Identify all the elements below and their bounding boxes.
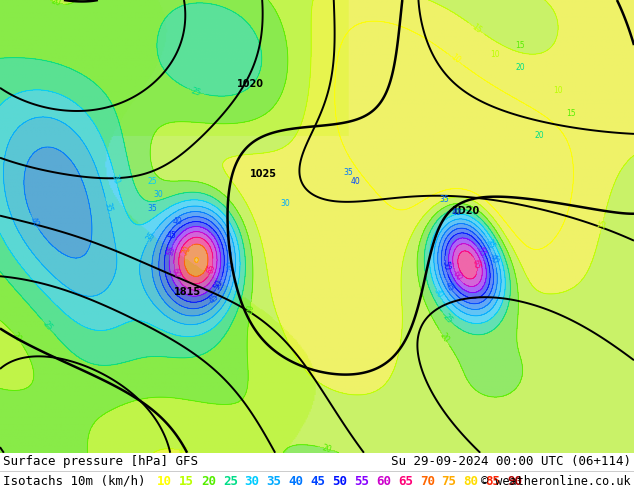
Text: 30: 30 [110, 173, 121, 185]
Text: 40: 40 [172, 218, 183, 226]
Text: 10: 10 [449, 53, 462, 66]
Text: 45: 45 [166, 231, 176, 240]
Text: 25: 25 [190, 86, 202, 98]
Text: 1D20: 1D20 [452, 205, 480, 216]
Text: 35: 35 [147, 204, 157, 213]
Text: 45: 45 [207, 292, 221, 305]
Text: 30: 30 [432, 287, 444, 300]
Text: 20: 20 [50, 0, 62, 8]
Text: 20: 20 [515, 63, 525, 73]
Text: 50: 50 [440, 260, 451, 271]
Text: 20: 20 [438, 331, 451, 344]
Text: 20: 20 [321, 443, 333, 454]
Text: Isotachs 10m (km/h): Isotachs 10m (km/h) [3, 474, 153, 488]
Text: 40: 40 [350, 176, 360, 186]
Text: 25: 25 [223, 474, 238, 488]
Text: 90: 90 [507, 474, 522, 488]
Text: © weatheronline.co.uk: © weatheronline.co.uk [481, 474, 631, 488]
Text: 55: 55 [474, 246, 487, 259]
Text: 35: 35 [102, 201, 113, 213]
Text: 10: 10 [157, 474, 172, 488]
Text: 15: 15 [566, 109, 576, 118]
Text: 45: 45 [310, 474, 325, 488]
Text: 70: 70 [181, 245, 193, 257]
Text: 20: 20 [245, 303, 256, 314]
Text: 30: 30 [280, 199, 290, 208]
Text: 25: 25 [41, 320, 55, 333]
Text: 15: 15 [515, 41, 525, 50]
Text: 15: 15 [470, 22, 483, 35]
Text: 25: 25 [441, 312, 455, 325]
Text: 60: 60 [451, 270, 463, 283]
Text: 35: 35 [266, 474, 281, 488]
Text: 50: 50 [212, 278, 225, 291]
Text: 25: 25 [147, 176, 157, 186]
Text: 55: 55 [165, 245, 177, 256]
Text: 70: 70 [420, 474, 435, 488]
Text: 65: 65 [471, 259, 482, 270]
Text: 55: 55 [354, 474, 369, 488]
Text: 30: 30 [245, 474, 260, 488]
Text: 20: 20 [10, 331, 23, 344]
Text: 75: 75 [441, 474, 456, 488]
Text: 40: 40 [488, 252, 500, 265]
Text: 10: 10 [489, 50, 500, 59]
Text: 35: 35 [439, 195, 449, 204]
Text: 65: 65 [398, 474, 413, 488]
Text: 35: 35 [145, 230, 158, 243]
Text: 40: 40 [227, 260, 236, 270]
Text: 1020: 1020 [237, 79, 264, 89]
Text: 10: 10 [553, 86, 563, 95]
Text: 85: 85 [485, 474, 500, 488]
Text: Surface pressure [hPa] GFS: Surface pressure [hPa] GFS [3, 455, 198, 468]
Text: 40: 40 [288, 474, 304, 488]
Text: 60: 60 [376, 474, 391, 488]
Text: 1815: 1815 [174, 287, 200, 297]
Text: 65: 65 [206, 262, 217, 274]
Text: 45: 45 [443, 280, 456, 294]
Text: 30: 30 [153, 190, 164, 199]
Text: 50: 50 [332, 474, 347, 488]
Text: 40: 40 [451, 208, 462, 217]
Text: 15: 15 [597, 218, 608, 230]
Text: 20: 20 [201, 474, 216, 488]
Text: 60: 60 [170, 267, 181, 279]
Text: 20: 20 [534, 131, 544, 140]
Text: 15: 15 [177, 445, 189, 457]
Text: 35: 35 [344, 168, 354, 176]
Text: 40: 40 [28, 215, 41, 228]
Text: 1025: 1025 [250, 170, 276, 179]
Text: 80: 80 [463, 474, 479, 488]
Text: 15: 15 [179, 474, 194, 488]
Text: 35: 35 [484, 237, 497, 250]
Text: Su 29-09-2024 00:00 UTC (06+114): Su 29-09-2024 00:00 UTC (06+114) [391, 455, 631, 468]
